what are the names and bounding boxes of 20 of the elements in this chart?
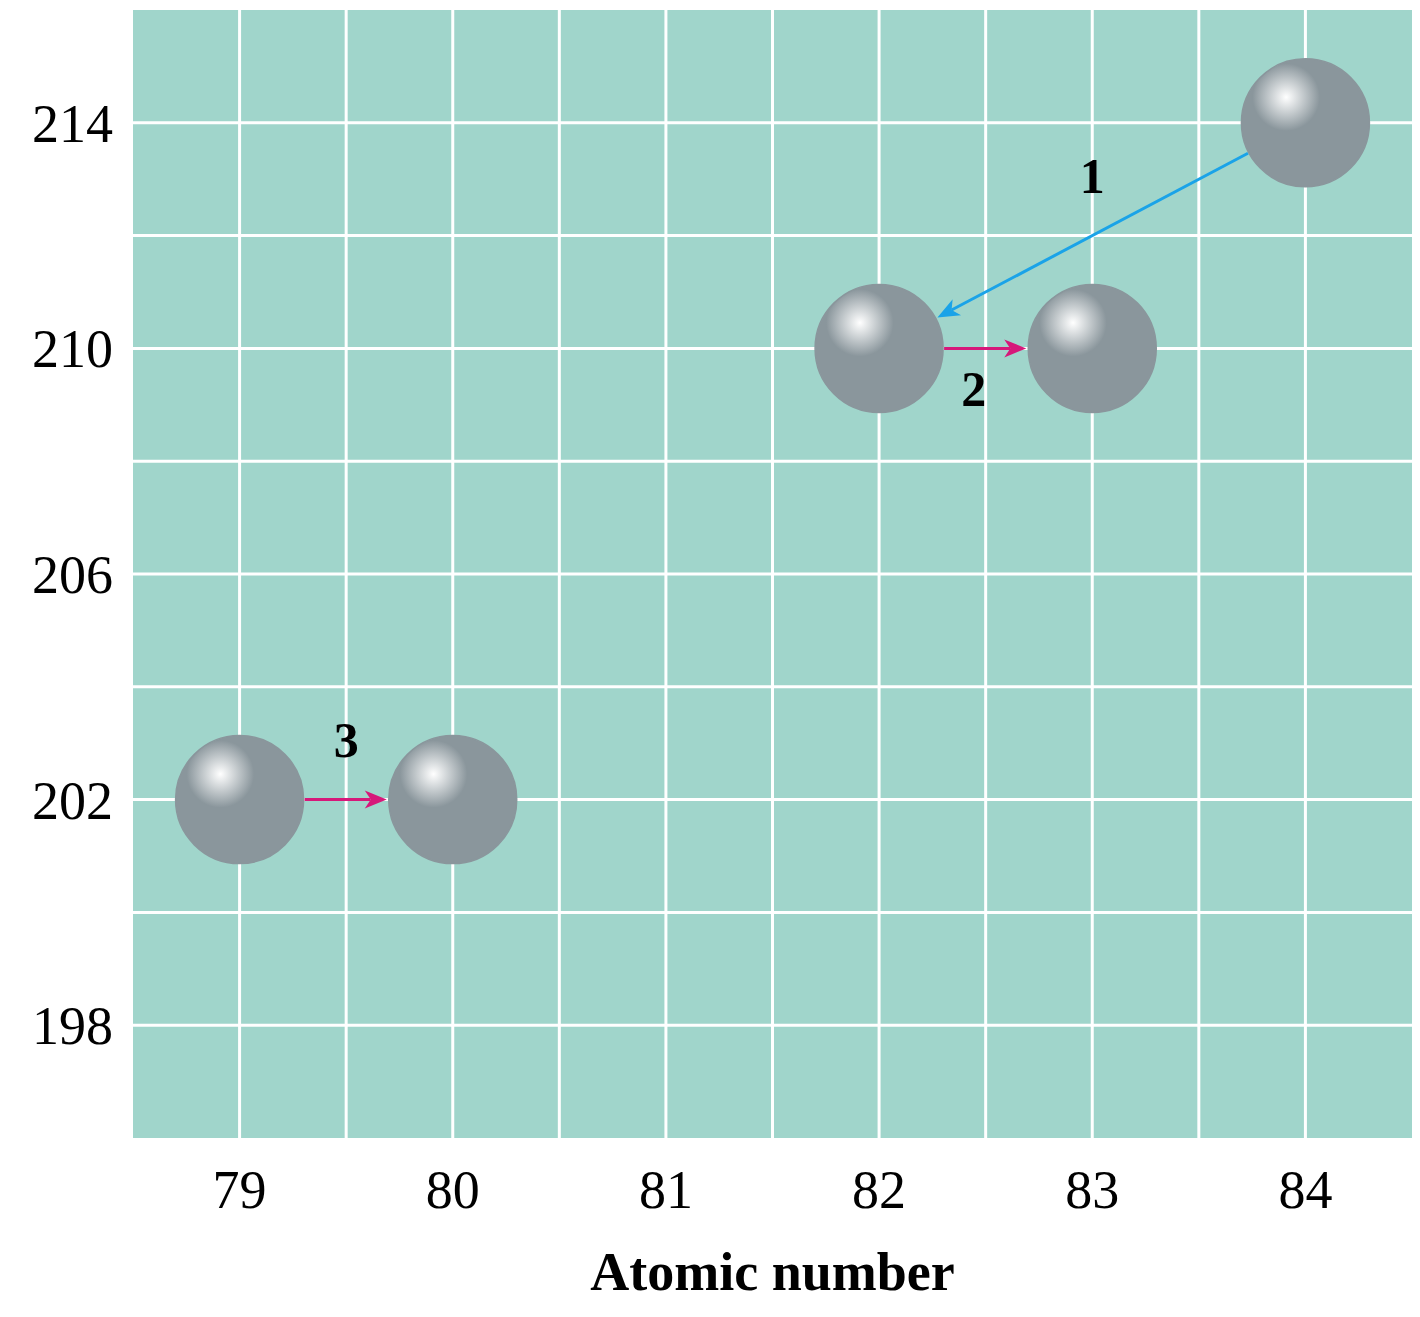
x-tick-label: 79 [212,1160,267,1220]
x-axis-title: Atomic number [590,1242,955,1302]
x-tick-label: 82 [852,1160,907,1220]
x-tick-label: 83 [1065,1160,1120,1220]
y-tick-label: 206 [32,544,113,605]
point [814,283,944,414]
y-tick-label: 198 [32,996,113,1057]
annotation: 2 [961,360,987,417]
point [1240,58,1371,188]
x-tick-label: 84 [1278,1160,1333,1220]
point [388,734,518,865]
annotation: 1 [1079,148,1105,205]
y-tick-label: 210 [32,319,113,380]
point [1027,283,1157,414]
annotation: 3 [333,712,359,769]
x-tick-label: 80 [425,1160,480,1220]
point [174,734,305,865]
x-tick-label: 81 [638,1160,693,1220]
y-tick-label: 202 [32,770,113,831]
y-tick-label: 214 [32,93,113,154]
